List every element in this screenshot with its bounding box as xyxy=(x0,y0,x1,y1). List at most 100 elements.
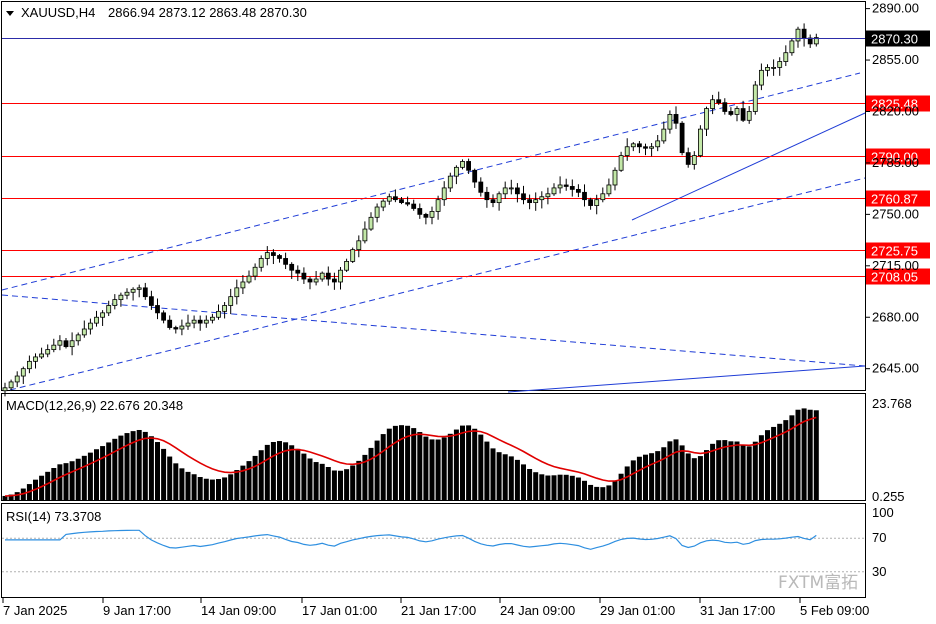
symbol-dropdown-icon[interactable] xyxy=(6,11,14,16)
macd-bar xyxy=(289,445,295,500)
time-tick-label: 7 Jan 2025 xyxy=(3,603,67,618)
candle-body xyxy=(411,203,417,209)
candle-body xyxy=(649,146,654,149)
candle-body xyxy=(502,187,508,195)
macd-bar xyxy=(155,442,160,500)
channel-upper-line xyxy=(1,72,861,291)
macd-bar xyxy=(649,453,655,500)
macd-bar xyxy=(252,455,258,500)
macd-bar xyxy=(417,432,423,500)
macd-bar xyxy=(69,461,75,500)
macd-bar xyxy=(508,456,514,500)
candle-body xyxy=(789,40,795,54)
macd-bar xyxy=(734,441,740,500)
candle-body xyxy=(563,184,569,187)
macd-bar xyxy=(185,471,191,500)
candle-body xyxy=(490,199,496,204)
candle-body xyxy=(8,381,14,389)
price-tick-label: 2820.00 xyxy=(872,103,919,118)
candle-body xyxy=(26,360,32,370)
macd-bar xyxy=(502,454,508,500)
candle-body xyxy=(771,67,776,69)
candle-body xyxy=(197,319,203,324)
candle-body xyxy=(264,252,270,259)
macd-bar xyxy=(411,428,417,500)
macd-bar xyxy=(331,470,337,500)
candle-body xyxy=(142,287,148,298)
rsi-axis-label: 70 xyxy=(872,530,886,545)
macd-pane-frame xyxy=(1,393,866,501)
descending-trendline xyxy=(1,294,866,367)
macd-bar xyxy=(75,458,81,500)
candle-body xyxy=(527,199,532,204)
macd-bar xyxy=(344,469,350,500)
candle-body xyxy=(14,375,20,383)
macd-indicator: 23.768 0.255 xyxy=(2,396,912,504)
candle-body xyxy=(2,387,8,392)
macd-bar xyxy=(423,436,429,500)
resistance-tag xyxy=(866,190,930,207)
macd-bar xyxy=(118,435,124,500)
candle-body xyxy=(338,269,343,283)
candle-body xyxy=(435,199,441,212)
macd-bar xyxy=(380,434,386,500)
macd-bar xyxy=(539,474,545,500)
ohlc-header: 2866.94 2873.12 2863.48 2870.30 xyxy=(108,5,307,20)
time-tick-label: 5 Feb 09:00 xyxy=(800,603,869,618)
candle-body xyxy=(392,196,398,201)
time-tick-label: 17 Jan 01:00 xyxy=(302,603,377,618)
resistance-tag xyxy=(866,148,930,165)
macd-bar xyxy=(600,487,606,500)
candle-body xyxy=(319,272,325,280)
macd-label: MACD(12,26,9) 22.676 20.348 xyxy=(6,398,183,413)
macd-bar xyxy=(673,439,679,500)
candle-body xyxy=(325,272,331,280)
macd-bar xyxy=(588,484,594,500)
macd-axis-min: 0.255 xyxy=(872,489,905,504)
macd-bar xyxy=(710,443,716,500)
rsi-axis-label: 100 xyxy=(872,505,894,520)
macd-bar xyxy=(765,430,770,500)
macd-bar xyxy=(45,471,51,500)
macd-bar xyxy=(722,440,728,500)
macd-bar xyxy=(606,485,612,500)
macd-bar xyxy=(752,441,758,500)
macd-bar xyxy=(87,452,93,500)
candle-body xyxy=(216,310,221,318)
macd-bar xyxy=(319,463,325,500)
candle-body xyxy=(582,191,587,201)
macd-bar xyxy=(716,440,722,500)
candle-body xyxy=(759,69,764,86)
candle-body xyxy=(441,187,447,201)
macd-bar xyxy=(148,436,154,500)
macd-bar xyxy=(569,475,575,500)
macd-bar xyxy=(301,453,307,500)
macd-bar xyxy=(533,472,539,500)
macd-bar xyxy=(740,445,746,500)
candle-body xyxy=(75,334,81,342)
macd-bar xyxy=(295,448,301,500)
macd-bar xyxy=(2,495,8,500)
candle-body xyxy=(533,199,539,204)
candle-body xyxy=(362,228,368,242)
candle-body xyxy=(368,216,374,230)
macd-bar xyxy=(551,475,557,500)
candle-body xyxy=(710,99,715,109)
candle-body xyxy=(679,122,685,154)
main-pane-frame xyxy=(1,1,866,391)
macd-bar xyxy=(216,479,221,500)
macd-bar xyxy=(435,439,441,500)
candle-body xyxy=(752,84,758,112)
candle-body xyxy=(155,305,160,314)
macd-bar xyxy=(484,441,490,500)
candle-body xyxy=(399,199,404,204)
candle-body xyxy=(112,299,118,306)
macd-bar xyxy=(197,477,203,500)
macd-bar xyxy=(807,409,813,500)
price-tick-label: 2645.00 xyxy=(872,361,919,376)
candle-body xyxy=(539,196,545,201)
candle-body xyxy=(161,312,167,321)
candle-body xyxy=(777,61,783,68)
macd-bar xyxy=(124,433,130,500)
